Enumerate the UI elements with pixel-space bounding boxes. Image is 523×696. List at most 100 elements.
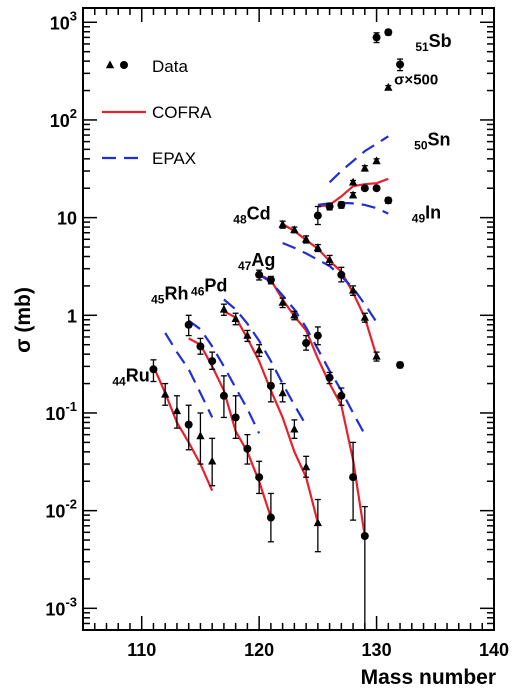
triangle-marker bbox=[360, 163, 369, 172]
data-point bbox=[313, 205, 322, 226]
data-point bbox=[266, 492, 275, 543]
cofra-curve bbox=[152, 365, 214, 492]
triangle-marker bbox=[384, 82, 393, 91]
circle-marker bbox=[208, 357, 217, 366]
data-point bbox=[313, 498, 322, 553]
circle-marker bbox=[266, 513, 275, 522]
circle-marker bbox=[266, 275, 275, 284]
circle-marker bbox=[313, 331, 322, 340]
legend-item: COFRA bbox=[102, 103, 212, 122]
data-point bbox=[161, 382, 170, 406]
data-point bbox=[301, 455, 311, 478]
data-point bbox=[396, 58, 405, 72]
legend-circle-marker bbox=[120, 61, 128, 69]
triangle-marker bbox=[290, 424, 299, 433]
y-tick-label: 10-1 bbox=[45, 399, 77, 424]
triangle-marker bbox=[196, 431, 205, 440]
data-point bbox=[255, 460, 264, 495]
triangle-marker bbox=[372, 351, 381, 360]
triangle-marker bbox=[313, 518, 322, 527]
data-points bbox=[149, 28, 405, 631]
data-point bbox=[372, 156, 381, 165]
isotope-label: 49In bbox=[412, 202, 441, 225]
isotope-label: 45Rh bbox=[151, 284, 188, 307]
circle-marker bbox=[219, 391, 228, 400]
data-point bbox=[384, 82, 393, 91]
data-point bbox=[337, 200, 346, 209]
triangle-marker bbox=[278, 297, 287, 306]
x-tick-label: 110 bbox=[127, 640, 156, 660]
x-tick-label: 120 bbox=[244, 640, 274, 660]
y-tick-label: 1 bbox=[67, 306, 77, 326]
triangle-marker bbox=[348, 177, 358, 186]
plot-frame bbox=[82, 7, 495, 631]
triangle-marker bbox=[161, 389, 170, 398]
triangle-marker bbox=[172, 406, 182, 415]
data-point bbox=[372, 184, 381, 193]
data-point bbox=[372, 32, 381, 44]
isotope-label: 44Ru bbox=[112, 366, 149, 389]
triangle-marker bbox=[360, 312, 369, 321]
circle-marker bbox=[384, 28, 393, 37]
circle-marker bbox=[243, 444, 252, 453]
circle-marker bbox=[337, 391, 346, 400]
circle-marker bbox=[325, 202, 334, 211]
data-point bbox=[149, 359, 158, 383]
triangle-marker bbox=[301, 234, 311, 243]
legend-triangle-marker bbox=[105, 60, 115, 69]
cofra-curve bbox=[282, 223, 378, 357]
epax-curve bbox=[328, 135, 389, 184]
circle-marker bbox=[184, 320, 193, 329]
circle-marker bbox=[360, 532, 369, 541]
isotope-labels: 44Ru 45Rh 46Pd 47Ag 48Cd 49In 50Sn 51Sb σ×500 bbox=[112, 31, 451, 389]
data-point bbox=[243, 329, 252, 343]
data-point bbox=[243, 433, 252, 465]
data-point bbox=[302, 334, 311, 351]
legend-label: Data bbox=[152, 57, 188, 76]
data-point bbox=[372, 351, 381, 362]
data-point bbox=[360, 184, 369, 193]
scale-annotation: σ×500 bbox=[394, 72, 438, 89]
triangle-marker bbox=[290, 310, 299, 319]
circle-marker bbox=[372, 184, 381, 193]
data-point bbox=[184, 314, 193, 337]
triangle-marker bbox=[348, 285, 358, 294]
data-point bbox=[196, 337, 205, 355]
circle-marker bbox=[266, 381, 275, 390]
data-point bbox=[278, 219, 287, 229]
circle-marker bbox=[313, 211, 322, 220]
triangle-marker bbox=[290, 225, 299, 234]
circle-marker bbox=[255, 473, 264, 482]
data-point bbox=[266, 368, 275, 403]
y-tick-label: 10-3 bbox=[45, 594, 77, 619]
data-point bbox=[231, 395, 240, 439]
triangle-marker bbox=[278, 388, 287, 397]
triangle-marker bbox=[301, 462, 311, 471]
isotope-label: 46Pd bbox=[191, 276, 227, 299]
triangle-marker bbox=[348, 190, 358, 199]
legend: Data COFRA EPAX bbox=[102, 57, 212, 168]
y-tick-label: 103 bbox=[50, 8, 77, 33]
triangle-marker bbox=[278, 219, 287, 228]
data-point bbox=[349, 441, 358, 521]
data-point bbox=[396, 360, 405, 369]
epax-curve bbox=[223, 298, 308, 426]
data-point bbox=[337, 266, 346, 283]
circle-marker bbox=[325, 373, 334, 382]
circle-marker bbox=[184, 420, 193, 429]
data-point bbox=[290, 419, 299, 439]
legend-label: EPAX bbox=[152, 149, 196, 168]
triangle-marker bbox=[325, 255, 334, 264]
isotope-label: 50Sn bbox=[414, 129, 450, 152]
circle-marker bbox=[360, 184, 369, 193]
triangle-marker bbox=[255, 345, 264, 354]
circle-marker bbox=[396, 360, 405, 369]
triangle-marker bbox=[208, 456, 217, 465]
triangle-marker bbox=[372, 156, 381, 165]
y-tick-label: 10-2 bbox=[45, 497, 77, 522]
data-point bbox=[231, 312, 240, 326]
data-point bbox=[325, 202, 334, 211]
circle-marker bbox=[337, 200, 346, 209]
epax-curve bbox=[282, 241, 378, 323]
